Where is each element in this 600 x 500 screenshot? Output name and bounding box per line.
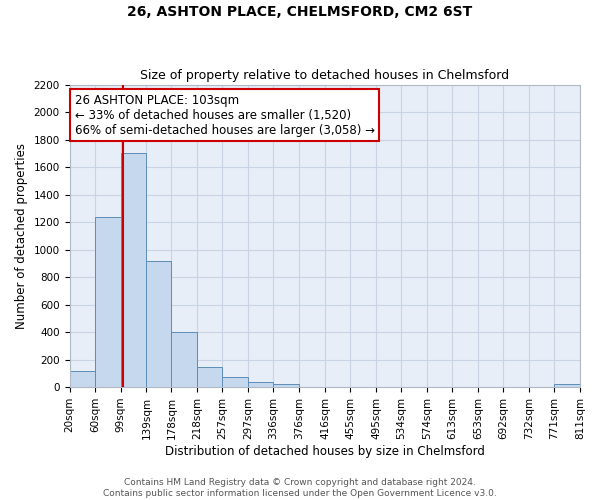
Bar bbox=[172, 332, 197, 387]
Bar bbox=[95, 216, 121, 387]
Bar bbox=[197, 367, 223, 387]
Bar bbox=[146, 260, 172, 387]
Bar bbox=[554, 384, 580, 387]
X-axis label: Distribution of detached houses by size in Chelmsford: Distribution of detached houses by size … bbox=[165, 444, 485, 458]
Text: 26 ASHTON PLACE: 103sqm
← 33% of detached houses are smaller (1,520)
66% of semi: 26 ASHTON PLACE: 103sqm ← 33% of detache… bbox=[74, 94, 374, 136]
Title: Size of property relative to detached houses in Chelmsford: Size of property relative to detached ho… bbox=[140, 69, 509, 82]
Y-axis label: Number of detached properties: Number of detached properties bbox=[15, 143, 28, 329]
Bar bbox=[248, 382, 274, 387]
Bar bbox=[274, 384, 299, 387]
Bar bbox=[121, 154, 146, 387]
Bar bbox=[70, 370, 95, 387]
Text: Contains HM Land Registry data © Crown copyright and database right 2024.
Contai: Contains HM Land Registry data © Crown c… bbox=[103, 478, 497, 498]
Text: 26, ASHTON PLACE, CHELMSFORD, CM2 6ST: 26, ASHTON PLACE, CHELMSFORD, CM2 6ST bbox=[127, 5, 473, 19]
Bar bbox=[223, 378, 248, 387]
